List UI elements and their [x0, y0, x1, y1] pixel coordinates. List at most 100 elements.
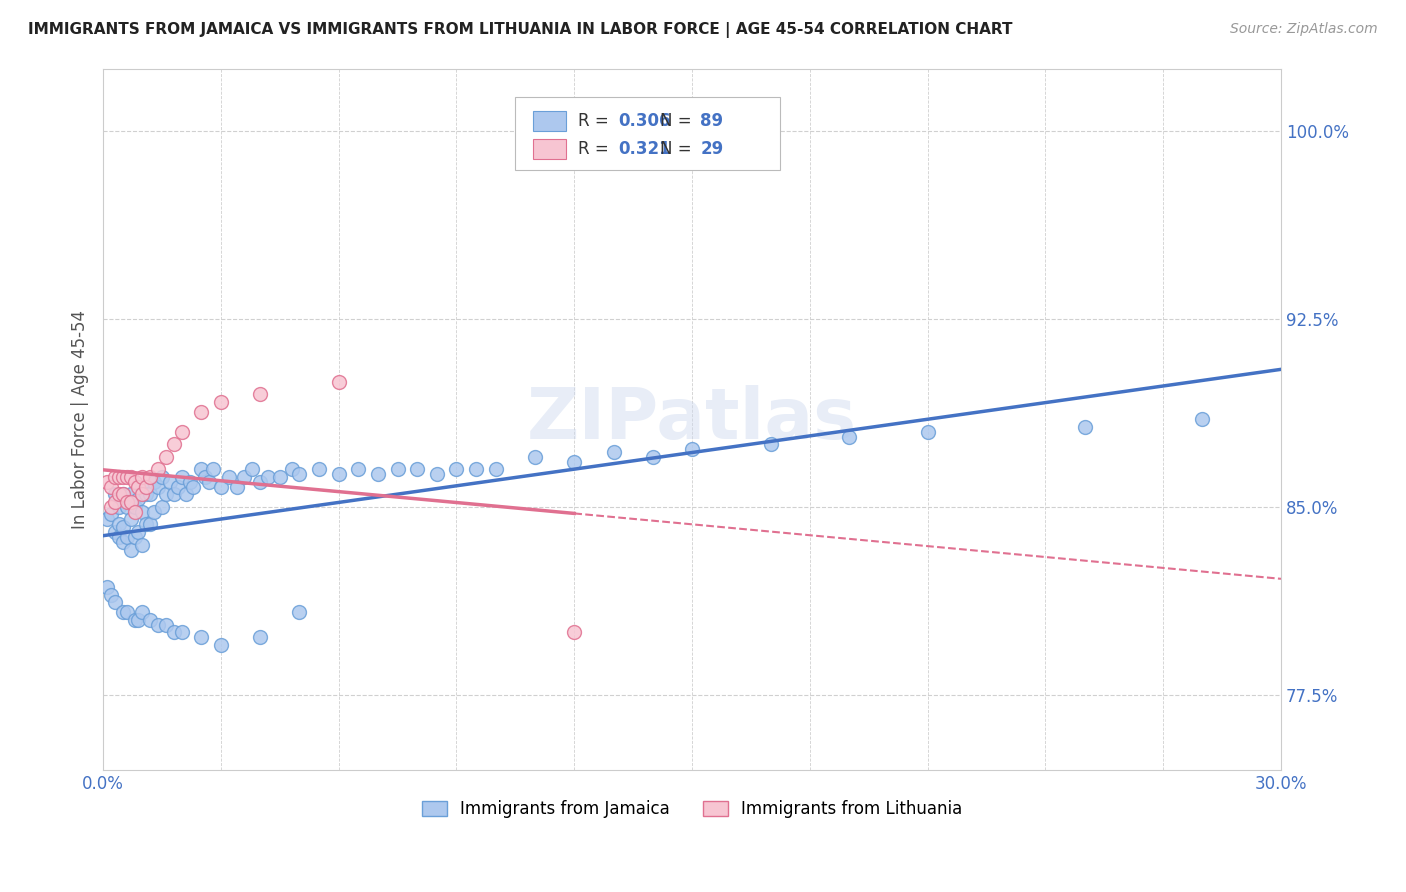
Point — [115, 500, 138, 514]
Point — [120, 487, 142, 501]
Point — [135, 517, 157, 532]
Point — [127, 492, 149, 507]
Text: N =: N = — [661, 112, 692, 130]
Point — [96, 512, 118, 526]
Point — [562, 625, 585, 640]
Point — [131, 470, 153, 484]
Point — [202, 462, 225, 476]
Point — [218, 470, 240, 484]
Point — [562, 455, 585, 469]
Text: 29: 29 — [700, 140, 724, 158]
Point — [524, 450, 547, 464]
Point — [406, 462, 429, 476]
Point — [367, 467, 389, 482]
Y-axis label: In Labor Force | Age 45-54: In Labor Force | Age 45-54 — [72, 310, 89, 529]
Point — [163, 625, 186, 640]
Point — [240, 462, 263, 476]
Point — [139, 470, 162, 484]
Point — [146, 480, 169, 494]
Point — [143, 475, 166, 489]
Point — [146, 462, 169, 476]
FancyBboxPatch shape — [533, 112, 567, 131]
Point — [100, 588, 122, 602]
Point — [280, 462, 302, 476]
Point — [190, 462, 212, 476]
Point — [146, 617, 169, 632]
Point — [209, 480, 232, 494]
Point — [249, 387, 271, 401]
Point — [347, 462, 370, 476]
Point — [104, 487, 127, 501]
Point — [838, 430, 860, 444]
Point — [124, 500, 146, 514]
Point — [115, 605, 138, 619]
Point — [288, 467, 311, 482]
Point — [328, 375, 350, 389]
Point — [111, 535, 134, 549]
Point — [225, 480, 247, 494]
FancyBboxPatch shape — [516, 96, 780, 170]
Point — [131, 537, 153, 551]
Point — [131, 505, 153, 519]
Point — [115, 470, 138, 484]
Point — [100, 480, 122, 494]
Point — [602, 445, 624, 459]
Point — [163, 437, 186, 451]
Point — [190, 405, 212, 419]
Point — [917, 425, 939, 439]
Point — [150, 470, 173, 484]
Point — [198, 475, 221, 489]
Point — [131, 480, 153, 494]
Point — [111, 487, 134, 501]
Point — [120, 495, 142, 509]
Point — [681, 442, 703, 457]
Point — [170, 470, 193, 484]
Point — [485, 462, 508, 476]
Point — [104, 470, 127, 484]
Point — [131, 605, 153, 619]
Point — [190, 630, 212, 644]
Point — [426, 467, 449, 482]
Point — [170, 425, 193, 439]
Point — [111, 520, 134, 534]
Point — [166, 480, 188, 494]
Point — [111, 487, 134, 501]
Point — [108, 517, 131, 532]
Point — [139, 487, 162, 501]
Point — [96, 475, 118, 489]
Point — [209, 394, 232, 409]
Point — [641, 450, 664, 464]
Point — [163, 487, 186, 501]
Text: 0.306: 0.306 — [617, 112, 671, 130]
Point — [1191, 412, 1213, 426]
Point — [108, 487, 131, 501]
Legend: Immigrants from Jamaica, Immigrants from Lithuania: Immigrants from Jamaica, Immigrants from… — [415, 794, 969, 825]
Text: 0.321: 0.321 — [617, 140, 671, 158]
Point — [209, 638, 232, 652]
Point — [139, 517, 162, 532]
Point — [183, 480, 205, 494]
Point — [124, 530, 146, 544]
Point — [233, 470, 256, 484]
Text: R =: R = — [578, 112, 609, 130]
Point — [131, 487, 153, 501]
Point — [120, 512, 142, 526]
Point — [249, 475, 271, 489]
Point — [127, 613, 149, 627]
Point — [111, 470, 134, 484]
Point — [124, 475, 146, 489]
Point — [120, 542, 142, 557]
Point — [155, 450, 177, 464]
Point — [139, 613, 162, 627]
Point — [96, 580, 118, 594]
Point — [108, 530, 131, 544]
Point — [759, 437, 782, 451]
Point — [100, 500, 122, 514]
Point — [269, 470, 291, 484]
Point — [100, 508, 122, 522]
Point — [288, 605, 311, 619]
Point — [465, 462, 488, 476]
Point — [170, 625, 193, 640]
Point — [150, 500, 173, 514]
Point — [249, 630, 271, 644]
